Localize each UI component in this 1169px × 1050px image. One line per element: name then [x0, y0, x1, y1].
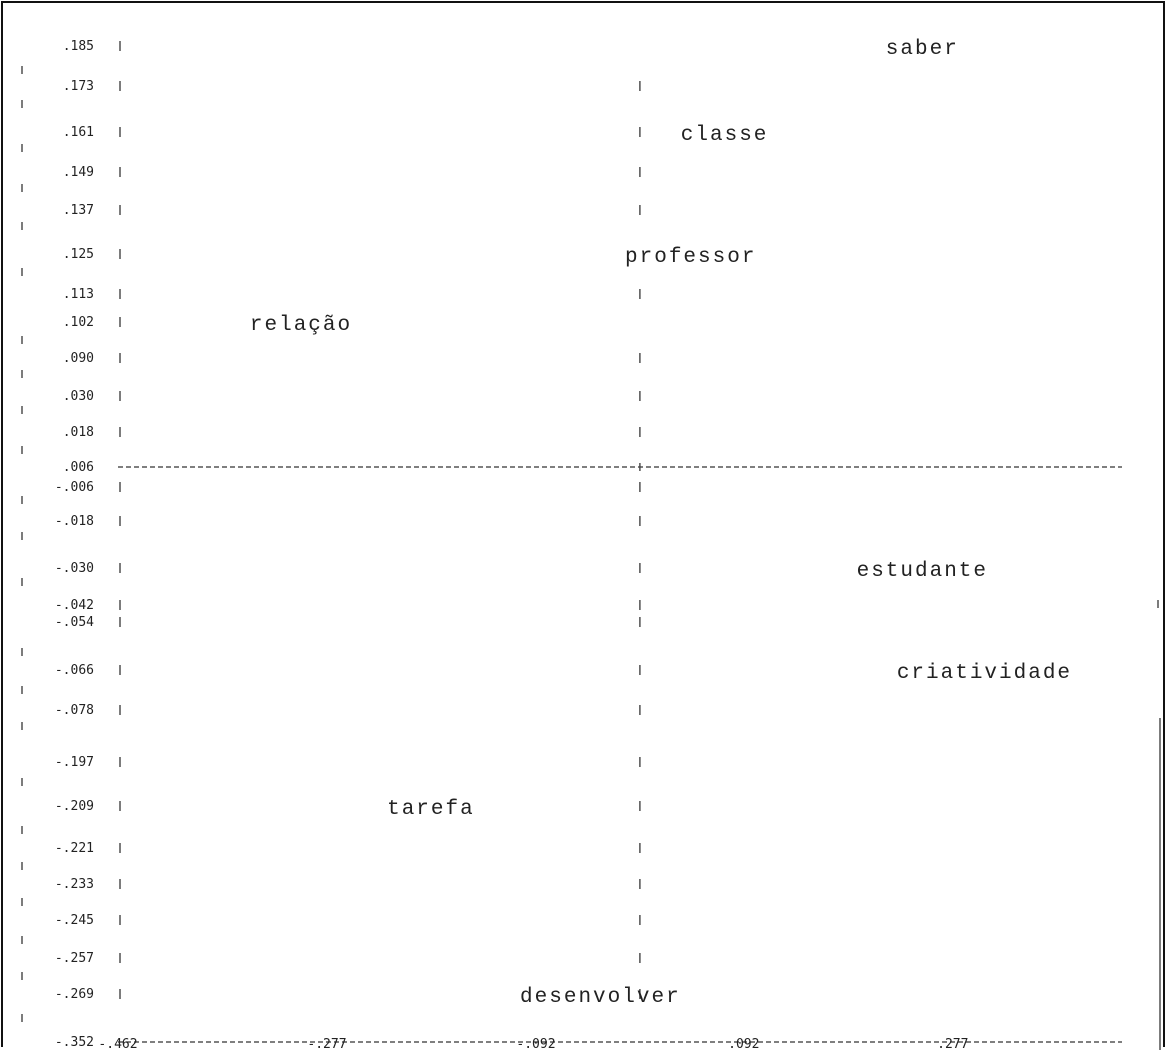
x-tick-label: .092 [728, 1037, 759, 1050]
y-tick-label: -.042 [55, 598, 94, 613]
point-label: classe [681, 124, 769, 147]
x-tick-label: -.462 [98, 1037, 137, 1050]
point-label: desenvolver [520, 986, 681, 1009]
y-tick-label: -.030 [55, 561, 94, 576]
x-tick-label: .277 [937, 1037, 968, 1050]
y-tick-label: -.233 [55, 877, 94, 892]
y-tick-label: -.257 [55, 951, 94, 966]
y-tick-label: .102 [63, 315, 94, 330]
y-tick-label: -.197 [55, 755, 94, 770]
x-tick-label: -.277 [307, 1037, 346, 1050]
y-tick-label: -.209 [55, 799, 94, 814]
point-label: estudante [857, 560, 988, 583]
y-tick-label: .161 [63, 125, 94, 140]
y-tick-label: .173 [63, 79, 94, 94]
y-tick-label: -.269 [55, 987, 94, 1002]
point-label: professor [625, 246, 756, 269]
y-tick-label: .030 [63, 389, 94, 404]
y-tick-label: -.245 [55, 913, 94, 928]
point-label: saber [886, 38, 959, 61]
y-tick-label: .185 [63, 39, 94, 54]
y-tick-label: .125 [63, 247, 94, 262]
y-tick-label: .137 [63, 203, 94, 218]
point-label: criatividade [897, 662, 1072, 685]
y-tick-label: -.018 [55, 514, 94, 529]
y-tick-label: .018 [63, 425, 94, 440]
y-tick-label: -.221 [55, 841, 94, 856]
y-tick-label: -.078 [55, 703, 94, 718]
y-tick-label: .149 [63, 165, 94, 180]
point-label: relação [250, 314, 352, 337]
y-tick-label: .113 [63, 287, 94, 302]
y-tick-label: -.006 [55, 480, 94, 495]
y-tick-label: -.066 [55, 663, 94, 678]
y-tick-label: .006 [63, 460, 94, 475]
y-tick-label: .090 [63, 351, 94, 366]
y-tick-label: -.352 [55, 1035, 94, 1050]
x-tick-label: -.092 [516, 1037, 555, 1050]
y-tick-label: -.054 [55, 615, 94, 630]
point-label: tarefa [387, 798, 475, 821]
